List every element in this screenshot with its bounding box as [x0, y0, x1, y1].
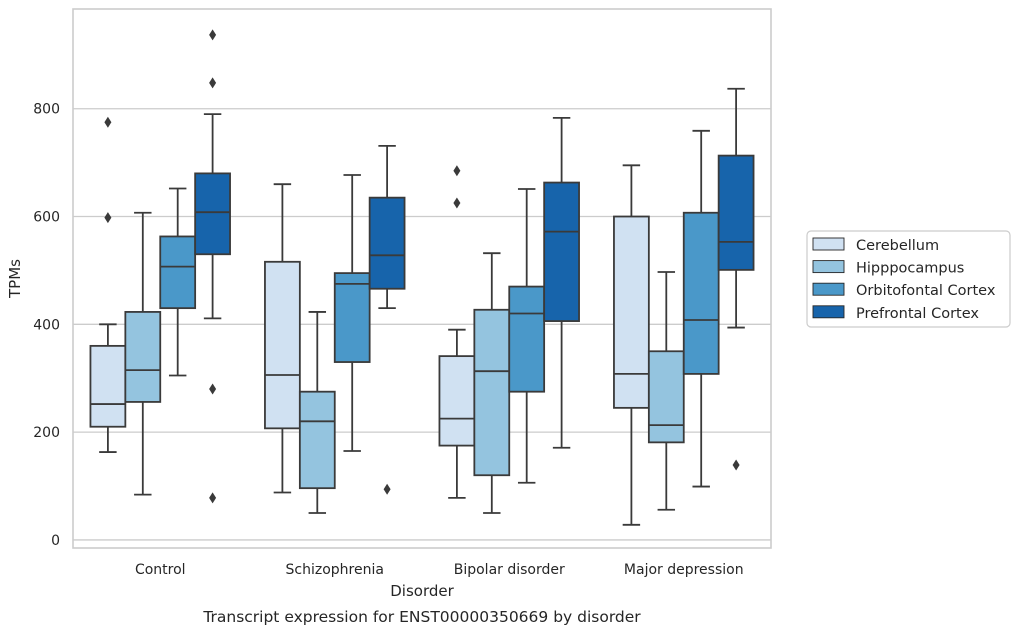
- outlier-point: [732, 459, 740, 471]
- box-iqr: [438, 355, 476, 447]
- box: [368, 145, 406, 495]
- y-axis-ticks: 0 200 400 600 800: [33, 102, 60, 549]
- box-iqr: [264, 260, 301, 430]
- plot-frame: [72, 8, 772, 549]
- box-iqr: [159, 235, 197, 310]
- box-iqr: [194, 172, 231, 256]
- y-tick-label: 200: [33, 425, 60, 441]
- outlier-point: [453, 165, 461, 177]
- box: [89, 116, 127, 453]
- box: [543, 116, 580, 449]
- x-tick-label: Bipolar disorder: [454, 562, 565, 578]
- box-iqr: [543, 181, 580, 322]
- box: [298, 311, 336, 514]
- box-iqr: [124, 311, 162, 403]
- box: [682, 129, 720, 488]
- legend-swatch: [812, 260, 845, 274]
- box: [124, 211, 162, 496]
- box-iqr: [333, 272, 371, 363]
- outlier-point: [209, 29, 217, 41]
- box: [438, 165, 476, 499]
- box-iqr: [298, 390, 336, 490]
- x-tick-label: Schizophrenia: [286, 562, 384, 578]
- outlier-point: [209, 383, 217, 395]
- box-iqr: [682, 211, 720, 375]
- box-iqr: [647, 350, 685, 444]
- outlier-point: [104, 212, 112, 224]
- plot-series: [89, 29, 755, 526]
- x-axis-ticks: Control Schizophrenia Bipolar disorder Majo…: [135, 562, 744, 578]
- y-tick-label: 400: [33, 317, 60, 333]
- series-hipppocampus: [124, 211, 685, 514]
- outlier-point: [383, 483, 391, 495]
- legend-label: Cerebellum: [856, 238, 939, 254]
- box: [613, 164, 650, 526]
- series-orbitofontal-cortex: [159, 129, 720, 488]
- box: [647, 271, 685, 511]
- box: [717, 87, 755, 471]
- box: [473, 252, 511, 514]
- outlier-point: [453, 197, 461, 209]
- y-tick-label: 800: [33, 102, 60, 118]
- outlier-point: [104, 116, 112, 128]
- box: [194, 29, 231, 504]
- legend-label: Orbitofontal Cortex: [856, 283, 996, 299]
- legend-label: Hipppocampus: [856, 261, 964, 277]
- box: [159, 187, 197, 377]
- box: [333, 174, 371, 452]
- x-tick-label: Control: [135, 562, 186, 578]
- outlier-point: [209, 77, 217, 89]
- box-iqr: [368, 196, 406, 290]
- y-tick-label: 0: [51, 533, 60, 549]
- chart-caption: Transcript expression for ENST0000035066…: [202, 608, 641, 626]
- box-iqr: [508, 285, 546, 393]
- x-tick-label: Major depression: [624, 562, 744, 578]
- box-iqr: [473, 308, 511, 477]
- outlier-point: [209, 492, 217, 504]
- y-axis-title: TPMs: [6, 259, 24, 299]
- legend-swatch: [812, 237, 845, 251]
- box-iqr: [613, 215, 650, 409]
- box: [508, 188, 546, 484]
- box: [264, 183, 301, 494]
- box-iqr: [89, 344, 127, 428]
- legend-frame: [806, 230, 1011, 328]
- x-axis-title: Disorder: [390, 582, 454, 600]
- legend-label: Prefrontal Cortex: [856, 306, 979, 322]
- series-prefrontal-cortex: [194, 29, 755, 504]
- legend-swatch: [812, 305, 845, 319]
- legend: Cerebellum Hipppocampus Orbitofontal Corte…: [806, 230, 1011, 328]
- y-tick-label: 600: [33, 210, 60, 226]
- box-iqr: [717, 154, 755, 271]
- legend-swatch: [812, 282, 845, 296]
